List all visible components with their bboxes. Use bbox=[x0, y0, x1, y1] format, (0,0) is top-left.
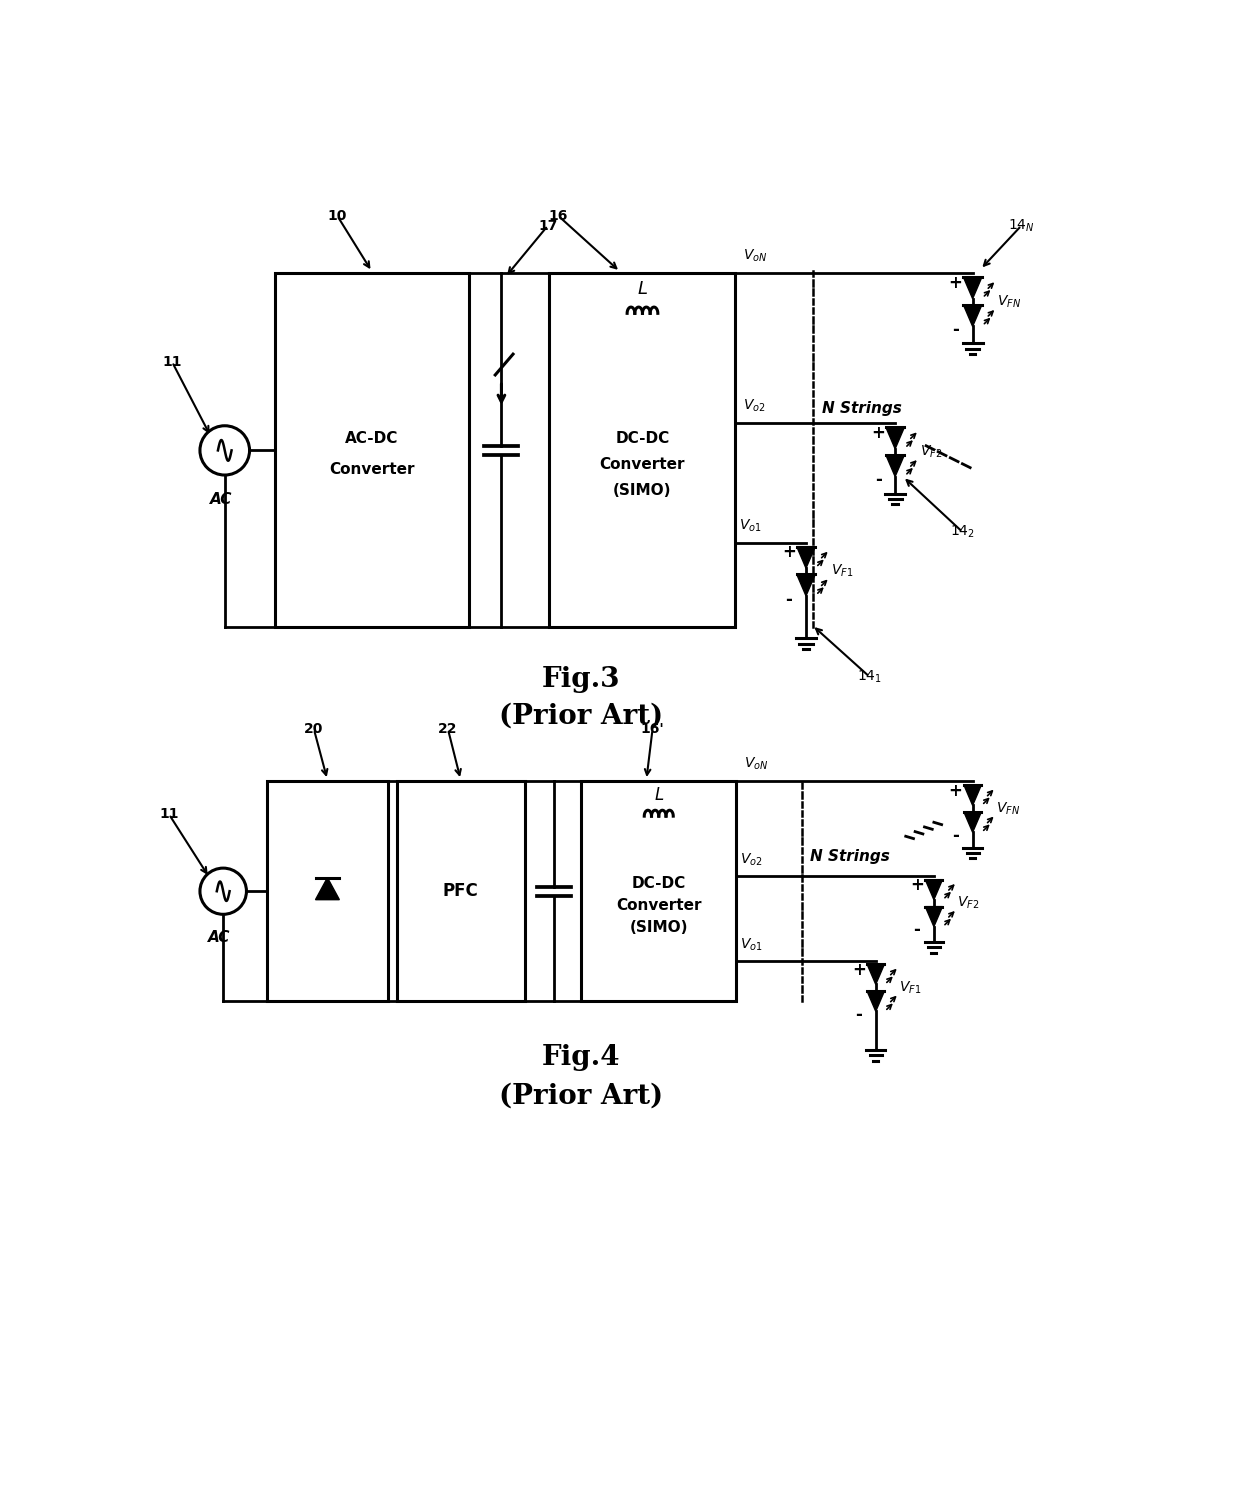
Text: +: + bbox=[910, 877, 924, 895]
Text: PFC: PFC bbox=[443, 883, 479, 901]
Text: DC-DC: DC-DC bbox=[631, 877, 686, 892]
Polygon shape bbox=[963, 812, 981, 833]
Polygon shape bbox=[885, 455, 904, 477]
Text: AC: AC bbox=[210, 492, 232, 507]
Text: N Strings: N Strings bbox=[810, 850, 890, 865]
Polygon shape bbox=[925, 907, 942, 926]
Text: Fig.4: Fig.4 bbox=[542, 1043, 620, 1070]
Text: (SIMO): (SIMO) bbox=[630, 920, 688, 935]
Text: Fig.3: Fig.3 bbox=[542, 666, 620, 693]
Text: AC-DC: AC-DC bbox=[345, 431, 399, 446]
Bar bbox=[268, 782, 387, 1001]
Polygon shape bbox=[867, 991, 884, 1012]
Text: $V_{FN}$: $V_{FN}$ bbox=[996, 800, 1021, 817]
Text: +: + bbox=[852, 961, 866, 979]
Text: -: - bbox=[874, 471, 882, 489]
Text: +: + bbox=[782, 543, 796, 561]
Text: DC-DC: DC-DC bbox=[615, 431, 670, 446]
Text: Converter: Converter bbox=[600, 456, 686, 471]
Text: 22: 22 bbox=[438, 722, 458, 735]
Polygon shape bbox=[885, 428, 904, 449]
Text: Converter: Converter bbox=[616, 898, 702, 913]
Text: 11: 11 bbox=[162, 354, 182, 369]
Text: $14_N$: $14_N$ bbox=[1008, 218, 1035, 234]
Polygon shape bbox=[963, 785, 981, 806]
Polygon shape bbox=[315, 878, 340, 899]
Text: N Strings: N Strings bbox=[822, 401, 903, 416]
Text: -: - bbox=[952, 321, 959, 339]
Text: -: - bbox=[785, 591, 792, 609]
Text: (Prior Art): (Prior Art) bbox=[500, 702, 663, 729]
Text: $14_2$: $14_2$ bbox=[950, 524, 975, 540]
Text: $V_{F2}$: $V_{F2}$ bbox=[920, 444, 942, 461]
Bar bbox=[275, 273, 469, 627]
Text: $V_{o2}$: $V_{o2}$ bbox=[743, 398, 766, 414]
Text: $V_{o2}$: $V_{o2}$ bbox=[740, 851, 763, 868]
Text: $V_{F1}$: $V_{F1}$ bbox=[899, 980, 921, 997]
Polygon shape bbox=[867, 964, 884, 985]
Polygon shape bbox=[963, 278, 982, 299]
Text: $V_{oN}$: $V_{oN}$ bbox=[743, 248, 768, 264]
Text: $V_{o1}$: $V_{o1}$ bbox=[740, 937, 763, 953]
Text: 20: 20 bbox=[304, 722, 324, 735]
Text: $L$: $L$ bbox=[637, 279, 649, 297]
Text: $V_{F2}$: $V_{F2}$ bbox=[957, 895, 980, 911]
Polygon shape bbox=[925, 880, 942, 899]
Text: +: + bbox=[949, 782, 962, 800]
Text: -: - bbox=[914, 922, 920, 940]
Bar bbox=[549, 273, 735, 627]
Text: $V_{o1}$: $V_{o1}$ bbox=[739, 518, 763, 533]
Text: -: - bbox=[856, 1006, 862, 1024]
Text: +: + bbox=[949, 273, 962, 291]
Text: 17: 17 bbox=[538, 219, 558, 233]
Bar bbox=[397, 782, 525, 1001]
Text: $14_1$: $14_1$ bbox=[857, 668, 882, 684]
Text: +: + bbox=[872, 423, 885, 441]
Text: -: - bbox=[952, 827, 959, 845]
Text: (SIMO): (SIMO) bbox=[614, 483, 672, 498]
Text: Converter: Converter bbox=[330, 462, 414, 477]
Text: $V_{F1}$: $V_{F1}$ bbox=[831, 563, 853, 579]
Polygon shape bbox=[797, 546, 815, 569]
Text: $V_{oN}$: $V_{oN}$ bbox=[744, 757, 769, 772]
Text: 16: 16 bbox=[548, 209, 568, 222]
Text: $L$: $L$ bbox=[653, 785, 663, 803]
Text: $V_{FN}$: $V_{FN}$ bbox=[997, 294, 1022, 311]
Polygon shape bbox=[963, 305, 982, 326]
Text: 10: 10 bbox=[327, 209, 347, 222]
Text: 11: 11 bbox=[159, 808, 179, 821]
Polygon shape bbox=[797, 575, 815, 596]
Text: (Prior Art): (Prior Art) bbox=[500, 1082, 663, 1109]
Bar bbox=[582, 782, 737, 1001]
Text: AC: AC bbox=[208, 929, 231, 944]
Text: 16': 16' bbox=[641, 722, 665, 735]
